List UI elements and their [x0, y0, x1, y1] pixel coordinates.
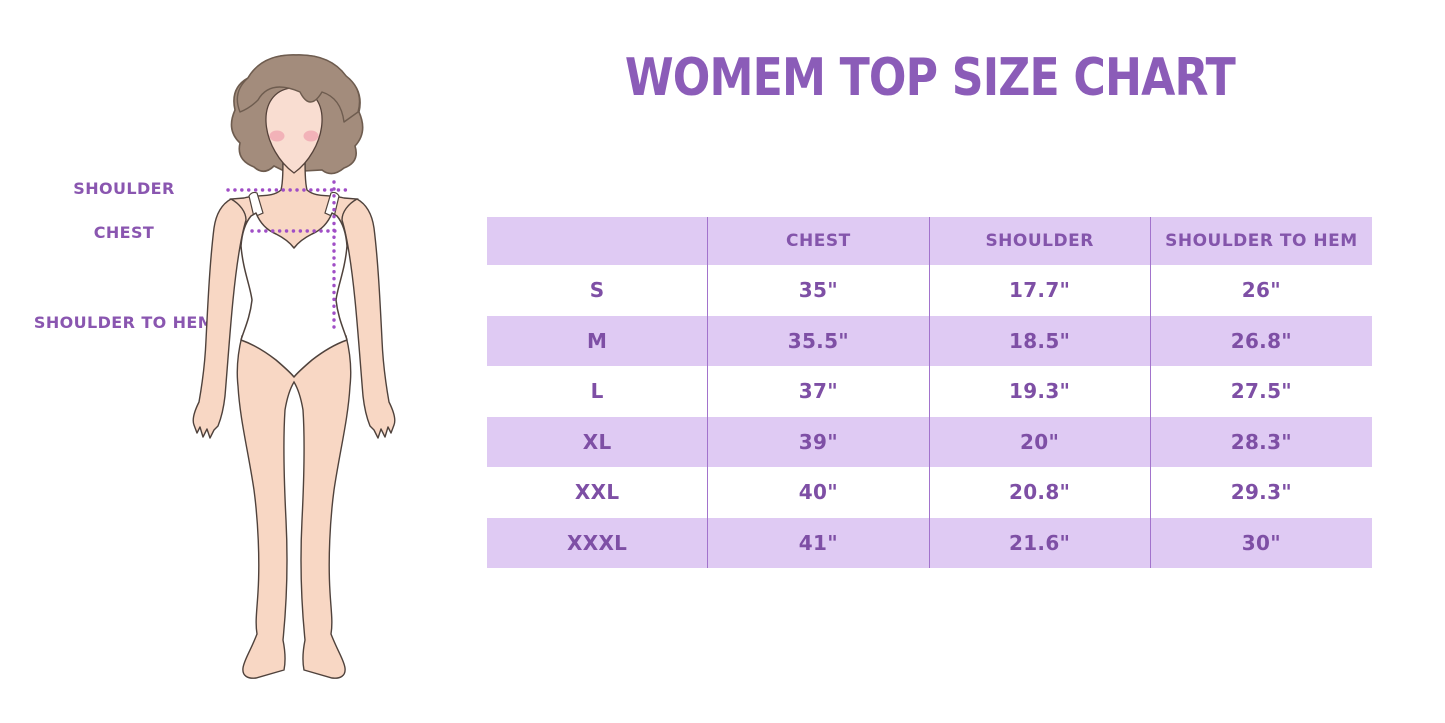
shoulder-cell: 21.6": [929, 517, 1151, 568]
size-cell: XXL: [487, 467, 709, 518]
table-row-xl: XL 39" 20" 28.3": [487, 416, 1372, 467]
right-strap: [324, 191, 340, 218]
shoulder-cell: 18.5": [929, 315, 1151, 366]
shoulder-cell: 20": [929, 416, 1151, 467]
blush-left: [269, 130, 285, 142]
table-row-m: M 35.5" 18.5" 26.8": [487, 315, 1372, 366]
page-title-text: WOMEM TOP SIZE CHART: [624, 48, 1236, 108]
chest-cell: 35": [708, 265, 930, 316]
column-header-chest: CHEST: [708, 217, 930, 265]
shoulder-to-hem-cell: 26": [1241, 278, 1281, 303]
table-row-xxxl: XXXL 41" 21.6" 30": [487, 517, 1372, 568]
shoulder-cell: 19.3": [930, 366, 1151, 417]
left-strap: [248, 191, 264, 218]
column-header-shoulder: SHOULDER: [929, 217, 1151, 265]
chest-cell: 41": [708, 517, 930, 568]
shoulder-to-hem-cell: 29.3": [1230, 480, 1292, 505]
chest-cell: 37": [708, 366, 930, 417]
bodysuit: [240, 212, 348, 378]
size-cell: XL: [487, 416, 709, 467]
label-shoulder-to-hem: SHOULDER TO HEM: [33, 313, 215, 332]
shoulder-to-hem-cell: 26.8": [1150, 315, 1372, 366]
size-cell: XXXL: [487, 517, 709, 568]
column-header-shoulder-to-hem: SHOULDER TO HEM: [1150, 217, 1372, 265]
hair-fringe: [236, 54, 361, 123]
legs: [236, 335, 352, 679]
chest-cell: 40": [708, 467, 930, 518]
chest-cell: 39": [708, 416, 930, 467]
left-arm: [192, 198, 247, 439]
table-header-row: CHEST SHOULDER SHOULDER TO HEM: [487, 217, 1372, 265]
label-chest: CHEST: [93, 223, 155, 242]
label-shoulder: SHOULDER: [73, 179, 175, 198]
shoulder-to-hem-cell: 30": [1150, 517, 1372, 568]
shoulder-cell: 20.8": [930, 467, 1151, 518]
table-row-xxl: XXL 40" 20.8" 29.3": [487, 467, 1372, 518]
face: [265, 87, 323, 174]
table-row-s: S 35" 17.7" 26": [487, 265, 1372, 316]
table-row-l: L 37" 19.3" 27.5": [487, 366, 1372, 417]
size-table: CHEST SHOULDER SHOULDER TO HEM S 35" 17.…: [487, 217, 1372, 568]
shoulder-to-hem-cell: 27.5": [1230, 379, 1292, 404]
right-arm: [341, 198, 396, 439]
shoulder-to-hem-cell: 28.3": [1150, 416, 1372, 467]
page-title: WOMEM TOP SIZE CHART: [490, 48, 1370, 108]
shoulder-cell: 17.7": [930, 265, 1151, 316]
size-cell: S: [487, 265, 709, 316]
chest-cell: 35.5": [708, 315, 930, 366]
size-cell: L: [487, 366, 709, 417]
woman-figure-illustration: [192, 54, 396, 679]
column-header-size: [487, 217, 709, 265]
blush-right: [303, 130, 319, 142]
size-cell: M: [487, 315, 709, 366]
